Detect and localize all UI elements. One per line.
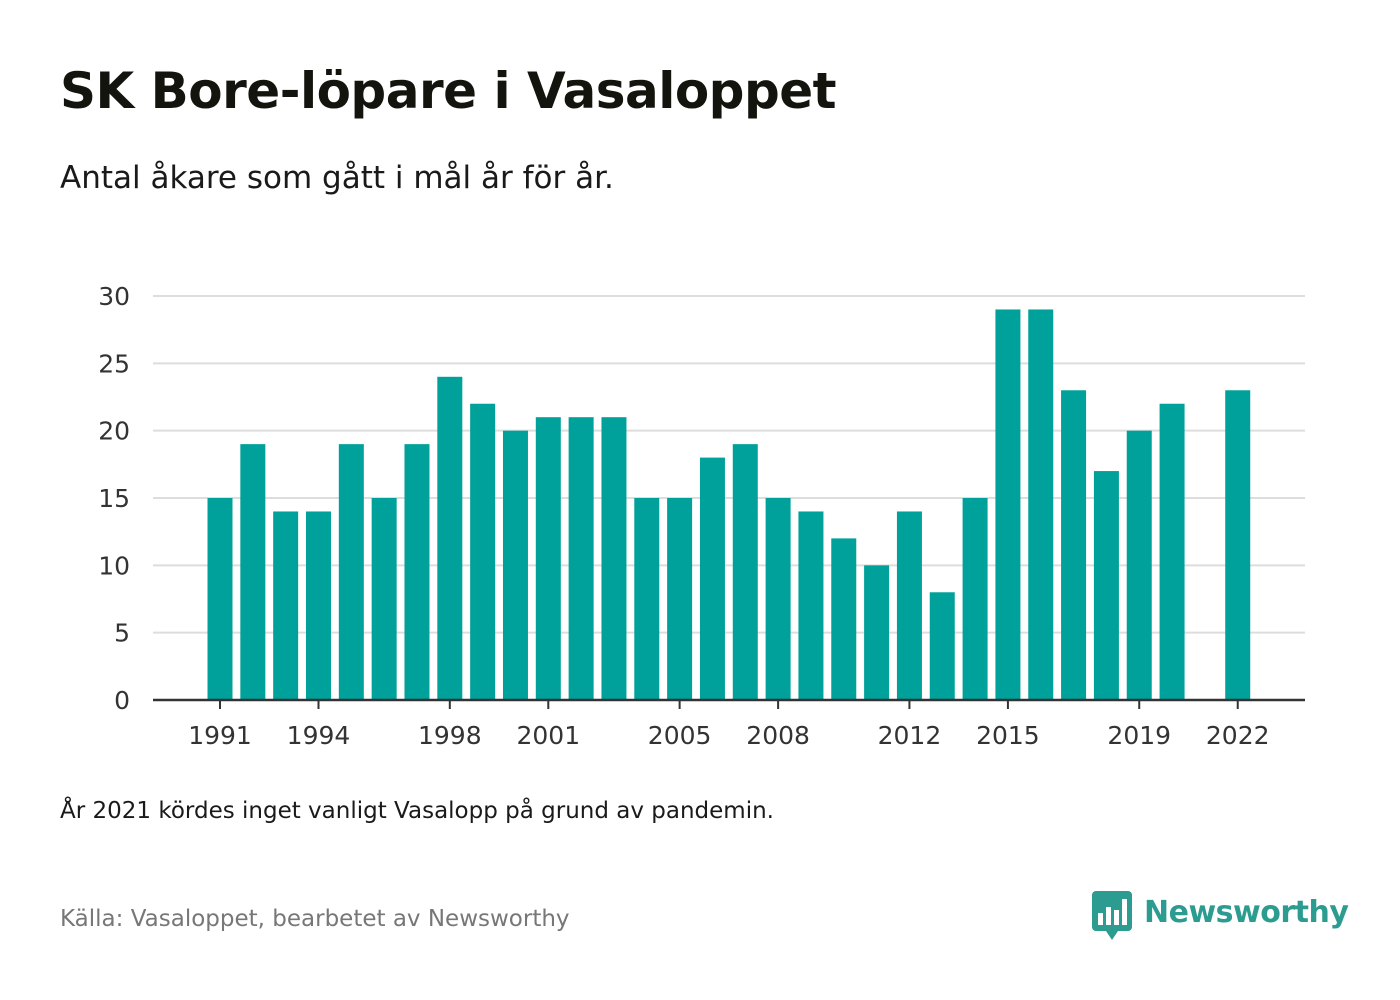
bar-2012 <box>896 511 922 700</box>
y-tick-label: 15 <box>98 484 130 513</box>
bar-1995 <box>338 444 364 700</box>
brand-name: Newsworthy <box>1144 894 1349 930</box>
bar-2001 <box>535 417 561 700</box>
bar-2006 <box>699 457 725 700</box>
bar-2010 <box>831 538 857 700</box>
y-tick-label: 10 <box>98 551 130 580</box>
x-tick-label: 2019 <box>1107 721 1171 750</box>
chart-title: SK Bore-löpare i Vasaloppet <box>60 62 837 120</box>
y-axis-ticks: 0 5 10 15 20 25 30 <box>98 282 130 715</box>
y-tick-label: 30 <box>98 282 130 311</box>
bar-2008 <box>765 498 791 700</box>
x-tick-label: 2001 <box>516 721 580 750</box>
x-axis-ticks: 1991 1994 1998 2001 2005 2008 2012 2015 2019 2022 <box>188 700 1270 750</box>
x-tick-label: 2008 <box>746 721 810 750</box>
y-tick-label: 0 <box>114 686 130 715</box>
x-tick-label: 1994 <box>287 721 351 750</box>
bar-2015 <box>995 309 1021 700</box>
x-tick-label: 1998 <box>418 721 482 750</box>
bar-2004 <box>634 498 660 700</box>
bar-1993 <box>273 511 299 700</box>
bar-2020 <box>1159 403 1185 700</box>
bar-2022 <box>1225 390 1251 700</box>
source-credit: Källa: Vasaloppet, bearbetet av Newswort… <box>60 906 570 932</box>
bar-1991 <box>207 498 233 700</box>
bar-2005 <box>667 498 693 700</box>
bar-2016 <box>1028 309 1054 700</box>
y-tick-label: 20 <box>98 417 130 446</box>
bar-2013 <box>929 592 955 700</box>
bar-1997 <box>404 444 430 700</box>
bar-2002 <box>568 417 594 700</box>
bar-2007 <box>732 444 758 700</box>
bar-2017 <box>1061 390 1087 700</box>
bar-1996 <box>371 498 397 700</box>
bar-2011 <box>864 565 890 700</box>
bar-chart: 0 5 10 15 20 25 30 1991 1994 1998 2001 2005 2008 201… <box>98 282 1305 750</box>
bar-2014 <box>962 498 988 700</box>
y-tick-label: 5 <box>114 619 130 648</box>
bar-1992 <box>240 444 266 700</box>
bar-2000 <box>502 430 528 700</box>
bar-2009 <box>798 511 824 700</box>
newsworthy-logo-icon <box>1092 891 1132 940</box>
bar-1999 <box>470 403 496 700</box>
bar-1998 <box>437 376 463 700</box>
newsworthy-brand: Newsworthy <box>1092 890 1349 942</box>
x-tick-label: 2005 <box>648 721 712 750</box>
x-tick-label: 2012 <box>878 721 942 750</box>
chart-subtitle: Antal åkare som gått i mål år för år. <box>60 160 614 196</box>
x-tick-label: 2022 <box>1206 721 1270 750</box>
footnote: År 2021 kördes inget vanligt Vasalopp på… <box>60 798 774 824</box>
bar-2003 <box>601 417 627 700</box>
bars <box>207 309 1251 700</box>
bar-2018 <box>1093 471 1119 700</box>
x-tick-label: 1991 <box>188 721 252 750</box>
bar-1994 <box>305 511 331 700</box>
x-tick-label: 2015 <box>976 721 1040 750</box>
bar-2019 <box>1126 430 1152 700</box>
y-tick-label: 25 <box>98 349 130 378</box>
